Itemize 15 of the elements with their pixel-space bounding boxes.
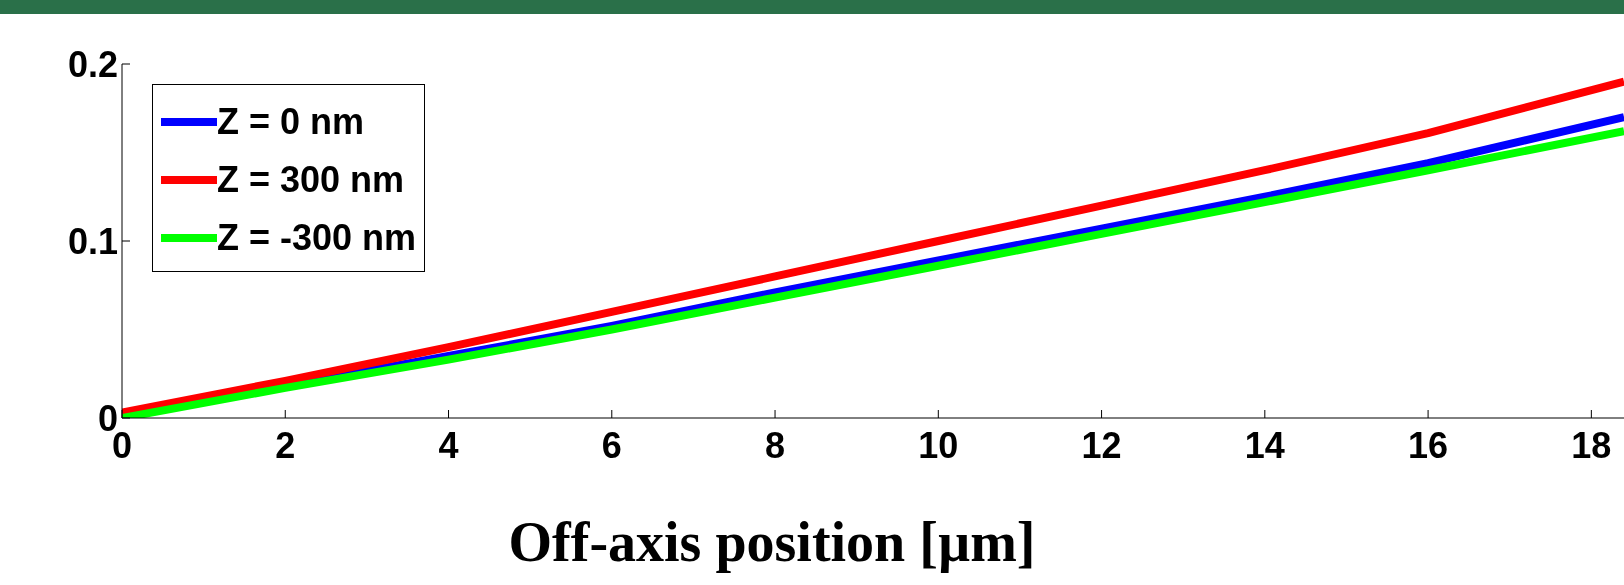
y-tick-label: 0.2 [67, 43, 118, 85]
x-tick-label: 18 [1571, 424, 1612, 466]
legend-label: Z = 0 nm [217, 101, 365, 143]
x-tick-label: 10 [918, 424, 959, 466]
x-tick-label: 14 [1244, 424, 1285, 466]
x-tick-label: 6 [601, 424, 622, 466]
x-tick-label: 8 [765, 424, 786, 466]
x-tick-label: 2 [275, 424, 296, 466]
legend-label: Z = 300 nm [217, 159, 405, 201]
x-tick-label: 12 [1081, 424, 1122, 466]
y-tick-label: 0.1 [67, 220, 118, 262]
x-tick-label: 16 [1408, 424, 1449, 466]
x-axis-title: Off-axis position [µm] [507, 510, 1037, 574]
x-tick-label: 4 [438, 424, 459, 466]
legend-label: Z = -300 nm [217, 217, 417, 259]
